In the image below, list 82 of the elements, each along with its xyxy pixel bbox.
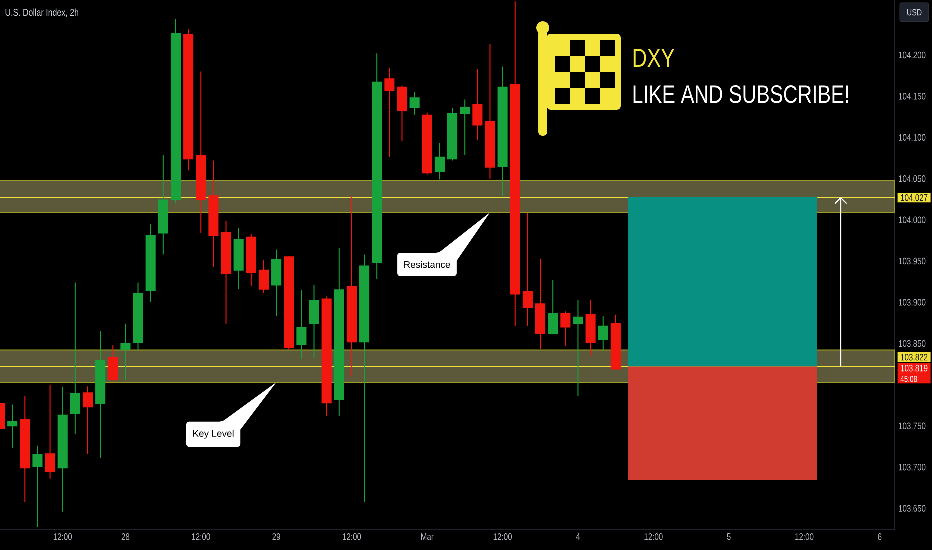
candlestick [460,99,470,156]
x-tick-label: 12:00 [644,534,663,540]
candlestick [448,107,458,162]
candlestick [258,260,270,294]
x-tick-label: Mar [421,534,434,540]
candlestick [309,284,320,360]
candlestick [397,85,408,142]
x-tick-label: 12:00 [192,534,210,540]
y-tick-label: 104.100 [899,134,926,142]
candlestick [246,234,256,287]
candlestick [610,314,621,371]
x-tick-label: 6 [878,534,882,540]
candlestick [45,384,56,480]
candlestick [8,404,18,449]
candlestick [284,256,294,351]
candlestick [208,160,219,268]
y-tick-label: 103.750 [899,422,926,430]
x-tick-label: 5 [727,534,731,540]
text: U.S. Dollar Index, 2h [6,8,78,18]
x-tick-label: 28 [122,534,130,540]
y-tick-label: 103.700 [899,464,926,471]
ref-line-label: 103.822 [901,354,928,361]
y-tick-label: 103.650 [899,505,926,512]
candlestick [586,300,596,357]
candlestick [548,280,558,336]
candlestick [472,68,483,141]
candlestick [560,311,571,347]
candlestick [535,258,546,350]
y-tick-label: 103.950 [899,258,926,265]
candlestick [184,29,194,172]
candlestick [372,53,382,280]
candlestick [272,249,282,318]
candlestick [498,66,508,197]
candlestick [120,323,131,380]
candlestick [146,224,156,304]
y-tick-label: 104.150 [899,93,926,100]
annotation: LIKE AND SUBSCRIBE! [634,86,848,104]
y-axis-title: USD [907,9,922,16]
candlestick [82,386,94,455]
candlestick [422,112,432,176]
candlestick [384,68,395,158]
candlestick [170,18,182,204]
y-tick-label: 103.900 [899,299,926,306]
candlestick [346,196,357,378]
x-tick-label: 12:00 [343,534,362,540]
ref-line-label: 104.027 [901,194,928,202]
x-tick-label: 12:00 [796,534,814,540]
candlestick [234,228,244,290]
candlestick [158,154,168,256]
candlestick [133,282,144,351]
annotation: Resistance [404,261,450,268]
candlestick [522,212,533,327]
candlestick [32,445,43,528]
candlestick [434,142,445,180]
x-tick-label: 12:00 [54,534,72,540]
candlestick [96,330,106,459]
x-tick-label: 12:00 [494,534,512,540]
candlestick [573,300,584,397]
candlestick [485,44,496,180]
candlestick [334,248,344,417]
text: DXY [634,49,675,67]
y-tick-label: 104.050 [899,176,926,182]
candlestick [58,386,68,512]
candlestick [510,1,520,327]
x-tick-label: 4 [576,534,580,540]
candlestick [598,316,608,351]
x-tick-label: 29 [272,534,280,540]
candlestick [221,220,232,324]
candlestick [410,92,420,116]
candlestick [322,296,332,417]
y-tick-label: 103.850 [899,340,926,348]
y-tick-label: 104.000 [899,216,926,224]
candlestick [20,396,30,502]
y-tick-label: 104.200 [899,52,926,59]
text: 103.819 [901,364,928,372]
candlestick [360,254,370,502]
annotation: Key Level [193,430,234,439]
candlestick [108,344,118,382]
candlestick [70,282,80,435]
candlestick [196,71,206,234]
candlestick [296,290,307,360]
text: 45:08 [900,376,918,382]
